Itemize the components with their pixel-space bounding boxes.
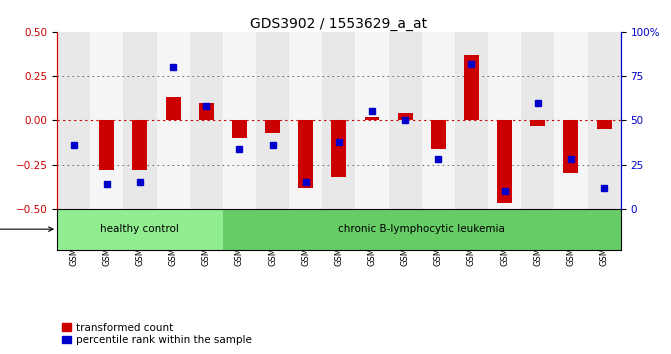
Bar [199, 103, 213, 120]
Bar [588, 32, 621, 209]
Bar [564, 120, 578, 173]
Bar [464, 55, 479, 120]
Bar [57, 32, 90, 209]
Bar [166, 97, 180, 120]
Bar [223, 32, 256, 209]
Bar [398, 113, 413, 120]
Bar [597, 120, 611, 129]
Bar [156, 32, 190, 209]
Bar [190, 32, 223, 209]
Bar [256, 32, 289, 209]
Bar [521, 32, 554, 209]
Legend: transformed count, percentile rank within the sample: transformed count, percentile rank withi… [62, 322, 252, 345]
Bar [57, 209, 223, 250]
Bar [431, 120, 446, 149]
Bar [455, 32, 488, 209]
Bar [90, 32, 123, 209]
Bar [289, 32, 322, 209]
Bar [497, 120, 512, 204]
Bar [232, 120, 247, 138]
Bar [322, 32, 356, 209]
Bar [422, 32, 455, 209]
Bar [298, 120, 313, 188]
Bar [364, 117, 380, 120]
Bar [223, 209, 621, 250]
Text: disease state: disease state [0, 224, 53, 234]
Bar [265, 120, 280, 133]
Bar [331, 120, 346, 177]
Bar [356, 32, 389, 209]
Text: healthy control: healthy control [101, 224, 179, 234]
Title: GDS3902 / 1553629_a_at: GDS3902 / 1553629_a_at [250, 17, 427, 31]
Bar [123, 32, 156, 209]
Bar [530, 120, 546, 126]
Bar [99, 120, 114, 170]
Bar [132, 120, 148, 170]
Text: chronic B-lymphocytic leukemia: chronic B-lymphocytic leukemia [338, 224, 505, 234]
Bar [488, 32, 521, 209]
Bar [389, 32, 422, 209]
Bar [554, 32, 588, 209]
